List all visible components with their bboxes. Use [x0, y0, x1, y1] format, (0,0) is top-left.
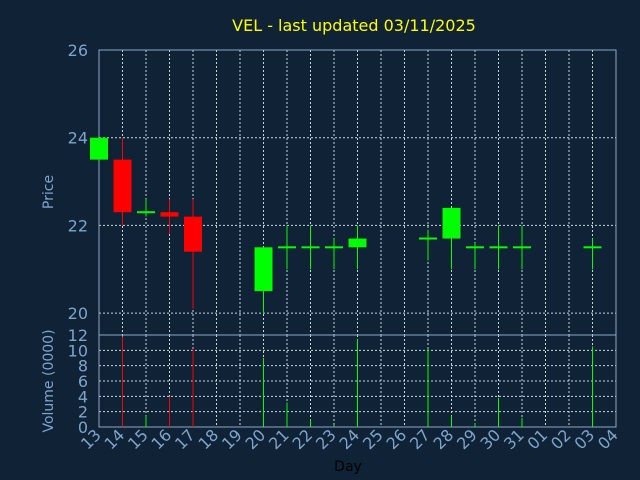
price-plot-frame [98, 49, 617, 336]
candle-body [301, 246, 320, 249]
candle-body [442, 207, 461, 239]
candle-body [325, 246, 343, 249]
candle-body [137, 211, 155, 214]
candle-body [90, 137, 108, 160]
chart-title: VEL - last updated 03/11/2025 [232, 16, 476, 35]
price-y-ticks: 20 22 24 26 [68, 41, 88, 323]
price-tick-label: 22 [68, 216, 88, 235]
candles [90, 137, 602, 314]
volume-tick-label: 10 [68, 341, 88, 360]
candle-body [254, 247, 273, 292]
candle-body [113, 159, 132, 213]
candle-body [419, 237, 437, 240]
price-tick-label: 24 [68, 129, 88, 148]
volume-tick-label: 0 [78, 418, 88, 437]
candle-body [278, 246, 296, 249]
volume-tick-label: 8 [78, 357, 88, 376]
volume-tick-label: 12 [68, 326, 88, 345]
candle-body [348, 238, 367, 248]
candle-body [160, 212, 179, 217]
price-axis-label: Price [41, 175, 57, 209]
candle-body [489, 246, 508, 249]
volume-tick-label: 4 [78, 387, 88, 406]
candle-body [583, 246, 602, 249]
volume-axis-label: Volume (0000) [41, 329, 57, 432]
volume-tick-label: 2 [78, 403, 88, 422]
x-ticks: 1314151617181920212223242526272829303101… [77, 425, 622, 453]
candle-body [466, 246, 484, 249]
candle-body [184, 216, 202, 252]
volume-bars [122, 336, 593, 427]
candle-body [513, 246, 531, 249]
price-tick-label: 20 [68, 304, 88, 323]
x-tick-label: 04 [594, 425, 622, 453]
price-tick-label: 26 [68, 41, 88, 60]
volume-tick-label: 6 [78, 372, 88, 391]
price-grid [99, 50, 617, 335]
x-axis-label: Day [334, 459, 362, 475]
